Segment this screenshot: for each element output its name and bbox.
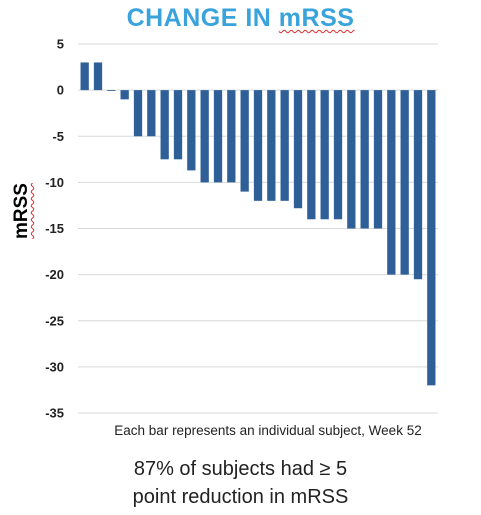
bar bbox=[307, 90, 316, 220]
y-tick-label: -25 bbox=[45, 313, 64, 328]
bar bbox=[120, 90, 129, 100]
bar bbox=[253, 90, 263, 201]
y-tick-label: -30 bbox=[45, 359, 64, 374]
bar bbox=[187, 90, 196, 171]
bar bbox=[200, 90, 209, 183]
summary-line-1: 87% of subjects had ≥ 5 bbox=[133, 458, 348, 480]
summary-line-2: point reduction in mRSS bbox=[132, 486, 349, 508]
y-axis-ticks: 5 0 -5 -10 -15 -20 -25 -30 -35 bbox=[45, 37, 64, 421]
bar bbox=[133, 90, 143, 137]
bars bbox=[80, 62, 436, 386]
x-axis-label: Each bar represents an individual subjec… bbox=[114, 423, 422, 438]
bar bbox=[293, 90, 303, 209]
y-tick-label: 0 bbox=[57, 83, 64, 98]
bar bbox=[320, 90, 329, 220]
chart-title-prefix: CHANGE IN bbox=[126, 4, 279, 32]
bar bbox=[333, 90, 343, 220]
bar bbox=[387, 90, 396, 275]
bar bbox=[160, 90, 169, 160]
y-tick-label: -35 bbox=[45, 406, 64, 421]
y-tick-label: -5 bbox=[52, 129, 64, 144]
bar bbox=[400, 90, 409, 275]
bar bbox=[413, 90, 423, 280]
bar bbox=[80, 62, 89, 91]
bar bbox=[147, 90, 156, 137]
bar bbox=[373, 90, 383, 229]
y-tick-label: -10 bbox=[45, 175, 64, 190]
bar bbox=[93, 62, 103, 91]
bar bbox=[347, 90, 356, 229]
bar bbox=[360, 90, 369, 229]
y-tick-label: -20 bbox=[45, 267, 64, 282]
bar bbox=[240, 90, 249, 192]
y-axis-label: mRSS bbox=[11, 183, 32, 239]
chart-title-underlined: mRSS bbox=[278, 4, 355, 32]
chart-title: CHANGE IN mRSS bbox=[0, 4, 481, 33]
bar bbox=[173, 90, 183, 160]
bar bbox=[213, 90, 223, 183]
y-tick-label: -15 bbox=[45, 221, 64, 236]
y-tick-label: 5 bbox=[57, 37, 64, 52]
bar bbox=[227, 90, 236, 183]
summary-note: 87% of subjects had ≥ 5 point reduction … bbox=[0, 455, 481, 511]
bar bbox=[107, 90, 116, 91]
bar bbox=[267, 90, 276, 201]
bar-chart: 5 0 -5 -10 -15 -20 -25 -30 -35 bbox=[45, 37, 438, 421]
bar bbox=[427, 90, 436, 386]
bar bbox=[280, 90, 289, 201]
